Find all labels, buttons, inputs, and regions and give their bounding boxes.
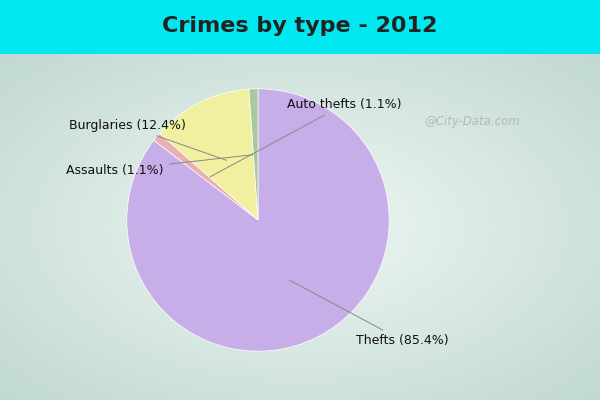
Text: Crimes by type - 2012: Crimes by type - 2012 xyxy=(163,16,437,36)
Text: Assaults (1.1%): Assaults (1.1%) xyxy=(66,155,253,177)
Text: Auto thefts (1.1%): Auto thefts (1.1%) xyxy=(210,98,401,177)
Wedge shape xyxy=(160,89,258,220)
Wedge shape xyxy=(154,133,258,220)
Wedge shape xyxy=(127,89,389,351)
Wedge shape xyxy=(249,89,258,220)
Text: @City-Data.com: @City-Data.com xyxy=(425,115,520,128)
Text: Thefts (85.4%): Thefts (85.4%) xyxy=(289,280,449,347)
Text: Burglaries (12.4%): Burglaries (12.4%) xyxy=(69,119,226,160)
